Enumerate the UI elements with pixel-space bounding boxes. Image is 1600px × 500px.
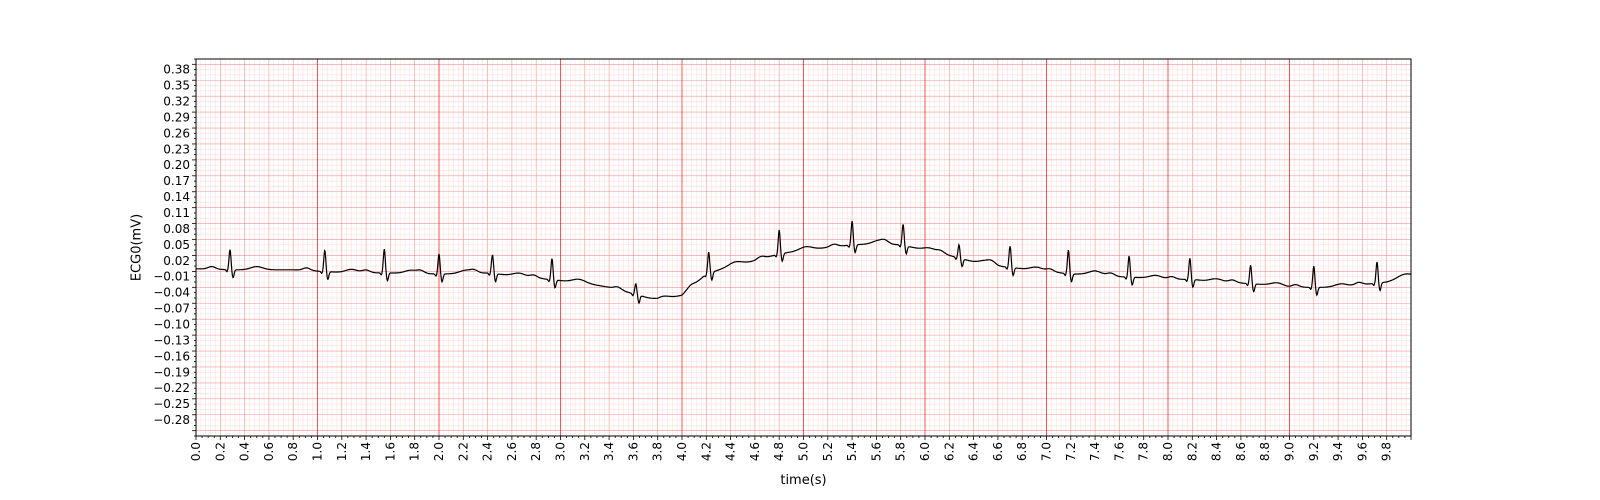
y-tick-label: −0.07 xyxy=(153,302,190,316)
ecg-trace-line xyxy=(195,220,1411,305)
x-tick-label: 6.2 xyxy=(942,442,956,461)
x-tick-label: 1.8 xyxy=(408,442,422,461)
x-tick-label: 9.2 xyxy=(1307,442,1321,461)
y-tick-label: −0.16 xyxy=(153,349,190,363)
x-tick-label: 3.4 xyxy=(602,442,616,461)
x-tick-label: 9.4 xyxy=(1331,442,1345,461)
x-tick-label: 9.6 xyxy=(1355,442,1369,461)
x-tick-label: 0.0 xyxy=(189,442,203,461)
x-tick-label: 7.8 xyxy=(1137,442,1151,461)
x-tick-label: 0.6 xyxy=(262,442,276,461)
x-tick-label: 0.2 xyxy=(213,442,227,461)
y-tick-label: 0.32 xyxy=(163,94,190,108)
y-tick-label: 0.17 xyxy=(163,174,190,188)
x-tick-label: 8.0 xyxy=(1161,442,1175,461)
y-tick-label: 0.02 xyxy=(163,254,190,268)
x-tick-label: 5.2 xyxy=(821,442,835,461)
x-tick-label: 4.0 xyxy=(675,442,689,461)
y-tick-label: 0.11 xyxy=(163,206,190,220)
y-tick-label: 0.35 xyxy=(163,79,190,93)
y-tick-label: 0.14 xyxy=(163,190,190,204)
y-tick-label: 0.29 xyxy=(163,110,190,124)
x-tick-label: 6.8 xyxy=(1015,442,1029,461)
x-tick-label: 3.0 xyxy=(554,442,568,461)
x-tick-label: 2.0 xyxy=(432,442,446,461)
y-tick-label: −0.28 xyxy=(153,413,190,427)
x-tick-label: 7.4 xyxy=(1088,442,1102,461)
x-tick-label: 1.2 xyxy=(335,442,349,461)
x-tick-label: 4.6 xyxy=(748,442,762,461)
x-axis-ticks: 0.0 0.2 0.4 0.6 0.8 1.0 1.2 1.4 1.6 1.8 2.0 2.2 2.4 2… xyxy=(189,436,1412,461)
y-tick-label: 0.08 xyxy=(163,222,190,236)
x-tick-label: 4.2 xyxy=(699,442,713,461)
x-tick-label: 2.4 xyxy=(481,442,495,461)
y-tick-label: −0.13 xyxy=(153,333,190,347)
x-tick-label: 1.6 xyxy=(383,442,397,461)
y-tick-label: 0.26 xyxy=(163,126,190,140)
x-tick-label: 6.0 xyxy=(918,442,932,461)
x-tick-label: 5.4 xyxy=(845,442,859,461)
x-tick-label: 3.2 xyxy=(578,442,592,461)
x-tick-label: 8.4 xyxy=(1210,442,1224,461)
x-tick-label: 5.8 xyxy=(894,442,908,461)
x-tick-label: 4.4 xyxy=(724,442,738,461)
y-axis-title: ECG0(mV) xyxy=(130,214,145,281)
x-tick-label: 8.8 xyxy=(1258,442,1272,461)
x-tick-label: 3.6 xyxy=(626,442,640,461)
x-tick-label: 6.6 xyxy=(991,442,1005,461)
x-tick-label: 7.0 xyxy=(1040,442,1054,461)
y-tick-label: −0.04 xyxy=(153,286,190,300)
x-tick-label: 9.0 xyxy=(1283,442,1297,461)
x-tick-label: 1.0 xyxy=(311,442,325,461)
y-tick-label: −0.01 xyxy=(153,270,190,284)
y-axis-ticks: 0.38 0.350.32 0.29 0.26 0.23 0.20 0.17 0.14 0.11… xyxy=(153,58,196,437)
x-tick-label: 6.4 xyxy=(967,442,981,461)
x-tick-label: 2.2 xyxy=(456,442,470,461)
x-axis-title: time(s) xyxy=(780,473,826,488)
x-tick-label: 5.6 xyxy=(869,442,883,461)
y-tick-label: 0.05 xyxy=(163,238,190,252)
x-tick-label: 1.4 xyxy=(359,442,373,461)
x-tick-label: 0.4 xyxy=(238,442,252,461)
y-tick-label: 0.38 xyxy=(163,63,190,77)
x-tick-label: 2.8 xyxy=(529,442,543,461)
x-tick-label: 7.2 xyxy=(1064,442,1078,461)
x-tick-label: 8.2 xyxy=(1185,442,1199,461)
x-tick-label: 4.8 xyxy=(772,442,786,461)
y-tick-label: −0.22 xyxy=(153,381,190,395)
x-tick-label: 8.6 xyxy=(1234,442,1248,461)
x-tick-label: 7.6 xyxy=(1112,442,1126,461)
x-tick-label: 3.8 xyxy=(651,442,665,461)
x-tick-label: 9.8 xyxy=(1380,442,1394,461)
y-tick-label: −0.19 xyxy=(153,365,190,379)
y-tick-label: −0.25 xyxy=(153,397,190,411)
x-tick-label: 0.8 xyxy=(286,442,300,461)
y-tick-label: 0.23 xyxy=(163,142,190,156)
y-tick-label: 0.20 xyxy=(163,158,190,172)
x-tick-label: 5.0 xyxy=(797,442,811,461)
y-tick-label: −0.10 xyxy=(153,317,190,331)
x-tick-label: 2.6 xyxy=(505,442,519,461)
